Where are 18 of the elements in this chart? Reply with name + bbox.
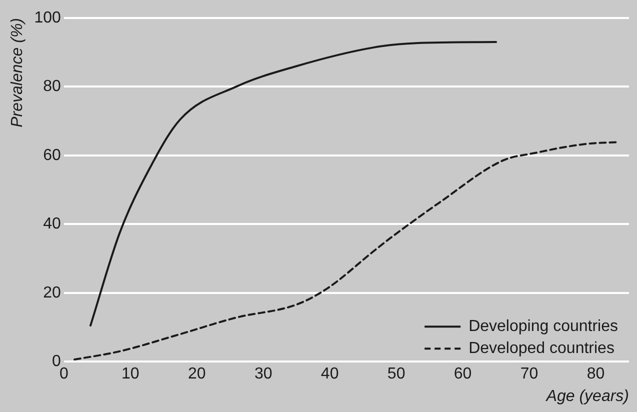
y-tick-label: 80 xyxy=(43,78,61,96)
x-tick-label: 20 xyxy=(188,366,206,383)
x-tick-label: 80 xyxy=(586,366,605,383)
y-tick-label: 0 xyxy=(52,353,61,370)
x-tick-label: 70 xyxy=(520,366,538,383)
y-tick-label: 20 xyxy=(43,284,61,302)
x-tick-label: 40 xyxy=(320,366,339,383)
x-tick-label: 50 xyxy=(387,366,406,383)
x-axis-title: Age (years) xyxy=(545,388,629,405)
y-tick-label: 40 xyxy=(43,216,61,233)
x-tick-label: 10 xyxy=(121,366,140,383)
legend-label: Developed countries xyxy=(468,340,614,358)
y-axis-title: Prevalence (%) xyxy=(9,18,26,128)
y-tick-label: 60 xyxy=(43,146,61,164)
x-tick-label: 30 xyxy=(254,366,272,383)
x-tick-label: 60 xyxy=(454,366,472,383)
y-tick-label: 100 xyxy=(34,9,61,26)
legend-label: Developing countries xyxy=(468,318,618,336)
